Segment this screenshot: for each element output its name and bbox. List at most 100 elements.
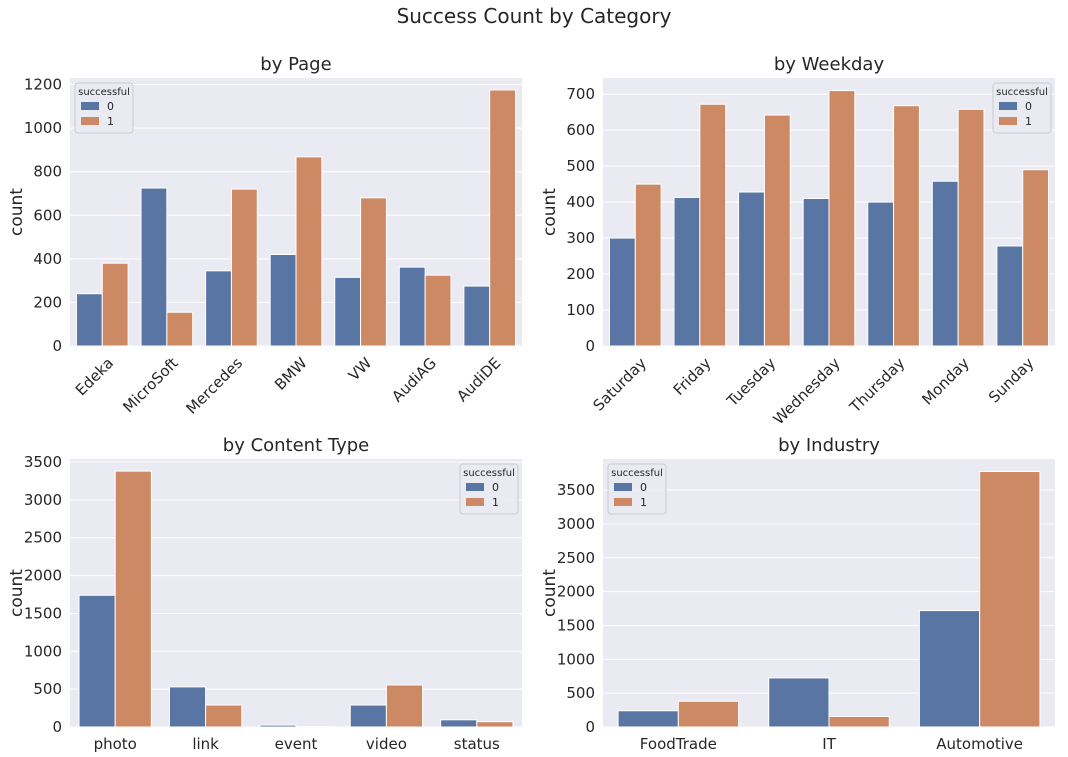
y-tick-label: 1000	[557, 650, 595, 668]
bar-mercedes-series-1	[230, 188, 258, 347]
x-tick-label: link	[192, 735, 219, 753]
legend: successful 0 1	[74, 82, 134, 134]
legend-swatch-0	[81, 102, 99, 110]
x-tick-label: BMW	[271, 354, 311, 394]
legend-label: 0	[492, 481, 499, 494]
y-tick-label: 1200	[24, 76, 62, 94]
y-tick-label: 2500	[24, 529, 62, 547]
chart-panel-2: 0 500 1000 1500 2000 2500 3000 3500 photo link eve…	[7, 435, 522, 753]
x-tick-label: status	[454, 735, 500, 753]
legend-swatch-1	[614, 498, 632, 506]
bar-foodtrade-series-1	[677, 700, 740, 728]
legend-label: 1	[492, 496, 499, 509]
y-axis-label: count	[7, 188, 27, 236]
bar-bmw-series-0	[269, 253, 297, 347]
bar-vw-series-1	[360, 197, 387, 347]
x-tick-label: AudiAG	[388, 354, 440, 406]
chart-title: by Industry	[778, 435, 880, 456]
y-axis-label: count	[7, 569, 27, 617]
legend-label: 1	[640, 496, 647, 509]
bar-status-series-0	[440, 719, 478, 728]
bar-edeka-series-0	[75, 293, 103, 347]
y-tick-label: 3500	[557, 481, 595, 499]
bar-thursday-series-1	[893, 105, 920, 347]
y-tick-label: 600	[566, 121, 595, 139]
bar-friday-series-0	[673, 196, 701, 347]
x-tick-label: FoodTrade	[640, 735, 717, 753]
y-tick-label: 500	[33, 680, 62, 698]
y-tick-label: 0	[585, 337, 595, 355]
legend-label: 1	[1025, 115, 1032, 128]
bar-saturday-series-0	[608, 237, 636, 347]
bar-link-series-1	[205, 704, 243, 728]
bar-video-series-1	[385, 684, 424, 728]
y-tick-label: 0	[585, 718, 595, 736]
bar-tuesday-series-1	[763, 114, 791, 347]
x-tick-label: Friday	[670, 354, 715, 399]
legend-swatch-0	[466, 483, 484, 491]
bar-mercedes-series-0	[205, 270, 232, 347]
x-tick-label: Mercedes	[182, 354, 246, 418]
bar-photo-series-0	[78, 594, 116, 728]
x-tick-label: AudiDE	[453, 354, 504, 405]
y-tick-label: 0	[52, 337, 62, 355]
y-tick-label: 800	[33, 163, 62, 181]
bar-audide-series-0	[463, 285, 491, 347]
y-tick-label: 0	[52, 718, 62, 736]
legend-swatch-0	[614, 483, 632, 491]
legend-title: successful	[463, 468, 515, 479]
x-tick-label: Edeka	[72, 354, 117, 399]
y-tick-label: 400	[33, 250, 62, 268]
legend-title: successful	[996, 87, 1048, 98]
y-tick-label: 3000	[557, 515, 595, 533]
bar-video-series-0	[349, 704, 387, 728]
bar-link-series-0	[168, 686, 207, 728]
legend-swatch-0	[999, 102, 1017, 110]
y-tick-label: 1500	[557, 616, 595, 634]
bar-sunday-series-1	[1022, 169, 1050, 347]
y-tick-label: 400	[566, 193, 595, 211]
x-tick-label: Sunday	[985, 354, 1038, 407]
bar-audiag-series-0	[398, 266, 426, 347]
legend: successful 0 1	[992, 82, 1052, 134]
y-tick-label: 200	[566, 265, 595, 283]
bar-saturday-series-1	[634, 183, 662, 347]
x-tick-label: event	[275, 735, 318, 753]
bar-monday-series-0	[931, 180, 959, 347]
x-tick-label: Wednesday	[770, 354, 844, 428]
bar-bmw-series-1	[295, 156, 323, 347]
y-tick-label: 500	[566, 157, 595, 175]
x-tick-label: Monday	[918, 354, 973, 409]
bar-wednesday-series-0	[802, 198, 830, 347]
bar-it-series-0	[768, 677, 830, 728]
bar-friday-series-1	[699, 103, 727, 347]
y-tick-label: 2000	[24, 567, 62, 585]
y-tick-label: 3000	[24, 491, 62, 509]
bar-tuesday-series-0	[738, 191, 765, 347]
x-tick-label: Thursday	[846, 354, 909, 417]
bar-automotive-series-0	[918, 610, 981, 728]
bar-monday-series-1	[957, 108, 985, 347]
bar-microsoft-series-0	[140, 187, 168, 347]
y-tick-label: 500	[566, 684, 595, 702]
bar-foodtrade-series-0	[617, 710, 679, 728]
bar-photo-series-1	[114, 470, 152, 728]
y-tick-label: 2000	[557, 583, 595, 601]
legend-title: successful	[611, 468, 663, 479]
legend-label: 0	[1025, 100, 1032, 113]
bar-sunday-series-0	[996, 245, 1024, 347]
legend: successful 0 1	[459, 463, 519, 515]
y-tick-label: 2500	[557, 549, 595, 567]
x-tick-label: MicroSoft	[119, 354, 181, 416]
legend-title: successful	[78, 87, 130, 98]
y-tick-label: 700	[566, 85, 595, 103]
legend-swatch-1	[81, 117, 99, 125]
y-axis-label: count	[540, 188, 560, 236]
chart-panel-3: 0 500 1000 1500 2000 2500 3000 3500 FoodTrade IT A…	[540, 435, 1055, 753]
bar-vw-series-0	[334, 276, 362, 347]
x-tick-label: photo	[94, 735, 137, 753]
x-tick-label: Automotive	[936, 735, 1023, 753]
y-tick-label: 600	[33, 206, 62, 224]
x-tick-label: Tuesday	[723, 354, 780, 411]
